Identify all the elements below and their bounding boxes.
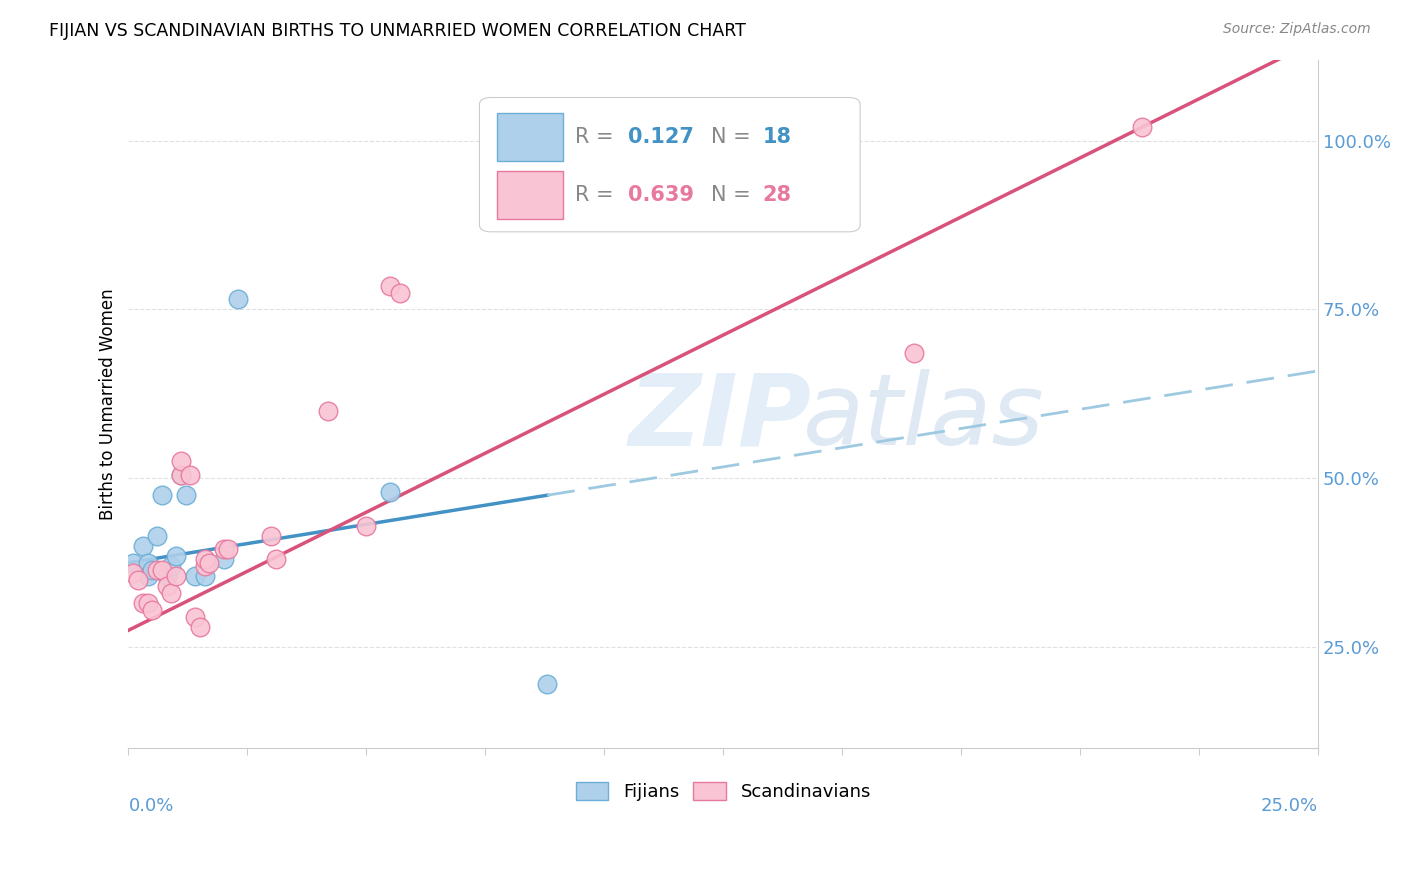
Point	[536, 677, 558, 691]
Point	[160, 559, 183, 574]
Point	[1130, 120, 1153, 135]
Text: 0.127: 0.127	[628, 127, 695, 147]
Point	[194, 559, 217, 574]
Text: 28: 28	[762, 185, 792, 205]
FancyBboxPatch shape	[479, 97, 860, 232]
Point	[212, 552, 235, 566]
Text: atlas: atlas	[803, 369, 1045, 467]
Point	[184, 569, 207, 583]
Point	[136, 596, 159, 610]
Point	[165, 549, 187, 563]
Point	[170, 454, 193, 468]
Point	[146, 562, 169, 576]
Point	[132, 596, 155, 610]
Text: 18: 18	[762, 127, 792, 147]
Point	[146, 529, 169, 543]
Text: R =: R =	[575, 127, 613, 147]
Point	[184, 609, 207, 624]
Text: R =: R =	[575, 185, 613, 205]
Text: N =: N =	[711, 185, 751, 205]
Text: 25.0%: 25.0%	[1261, 797, 1319, 814]
Point	[260, 529, 283, 543]
Point	[356, 518, 378, 533]
Point	[170, 467, 193, 482]
Point	[194, 552, 217, 566]
Text: N =: N =	[711, 127, 751, 147]
Point	[903, 346, 925, 360]
Point	[179, 467, 201, 482]
Point	[170, 467, 193, 482]
Point	[132, 539, 155, 553]
Point	[194, 569, 217, 583]
Point	[155, 569, 177, 583]
Text: Source: ZipAtlas.com: Source: ZipAtlas.com	[1223, 22, 1371, 37]
Point	[226, 293, 249, 307]
Point	[198, 556, 221, 570]
Point	[174, 488, 197, 502]
Point	[150, 488, 173, 502]
Point	[217, 542, 239, 557]
Point	[150, 562, 173, 576]
FancyBboxPatch shape	[498, 171, 562, 219]
Point	[160, 586, 183, 600]
Point	[380, 278, 402, 293]
Text: 0.639: 0.639	[628, 185, 695, 205]
Point	[212, 542, 235, 557]
Point	[318, 404, 340, 418]
Y-axis label: Births to Unmarried Women: Births to Unmarried Women	[100, 288, 117, 520]
Point	[264, 552, 287, 566]
Text: FIJIAN VS SCANDINAVIAN BIRTHS TO UNMARRIED WOMEN CORRELATION CHART: FIJIAN VS SCANDINAVIAN BIRTHS TO UNMARRI…	[49, 22, 747, 40]
Legend: Fijians, Scandinavians: Fijians, Scandinavians	[568, 774, 877, 808]
Point	[136, 556, 159, 570]
Point	[122, 566, 145, 580]
FancyBboxPatch shape	[498, 113, 562, 161]
Text: ZIP: ZIP	[628, 369, 811, 467]
Point	[165, 569, 187, 583]
Point	[155, 579, 177, 593]
Point	[380, 484, 402, 499]
Point	[188, 620, 211, 634]
Text: 0.0%: 0.0%	[128, 797, 174, 814]
Point	[388, 285, 411, 300]
Point	[127, 573, 149, 587]
Point	[141, 562, 163, 576]
Point	[141, 603, 163, 617]
Point	[122, 556, 145, 570]
Point	[136, 569, 159, 583]
